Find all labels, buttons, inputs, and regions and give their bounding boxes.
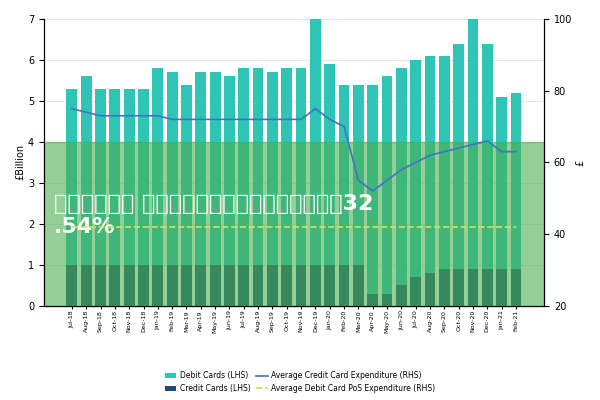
Bar: [296, 68, 307, 265]
Bar: [339, 84, 349, 265]
Y-axis label: £: £: [575, 159, 585, 166]
Bar: [396, 68, 407, 285]
Bar: [152, 68, 163, 265]
Bar: [425, 273, 436, 306]
Bar: [138, 265, 149, 306]
Bar: [81, 265, 92, 306]
Bar: [124, 265, 134, 306]
Bar: [382, 76, 392, 294]
Bar: [67, 265, 77, 306]
Legend: Debit Cards (LHS), Credit Cards (LHS), Average Credit Card Expenditure (RHS), Av: Debit Cards (LHS), Credit Cards (LHS), A…: [162, 368, 438, 396]
Bar: [325, 265, 335, 306]
Bar: [181, 84, 192, 265]
Bar: [210, 265, 221, 306]
Bar: [210, 72, 221, 265]
Bar: [267, 265, 278, 306]
Bar: [454, 44, 464, 269]
Bar: [224, 265, 235, 306]
Bar: [138, 89, 149, 265]
Bar: [281, 265, 292, 306]
Bar: [296, 265, 307, 306]
Bar: [382, 294, 392, 306]
Bar: [467, 269, 478, 306]
FancyBboxPatch shape: [44, 142, 544, 306]
Bar: [95, 265, 106, 306]
Bar: [467, 3, 478, 269]
Bar: [367, 294, 378, 306]
Bar: [152, 265, 163, 306]
Bar: [367, 84, 378, 294]
Bar: [454, 269, 464, 306]
Bar: [511, 93, 521, 269]
Bar: [496, 269, 507, 306]
Bar: [95, 89, 106, 265]
Bar: [109, 89, 120, 265]
Bar: [396, 285, 407, 306]
Bar: [224, 76, 235, 265]
Bar: [325, 64, 335, 265]
Bar: [425, 56, 436, 273]
Bar: [310, 265, 321, 306]
Bar: [181, 265, 192, 306]
Bar: [496, 97, 507, 269]
Bar: [439, 269, 450, 306]
Bar: [267, 72, 278, 265]
Bar: [67, 89, 77, 265]
Bar: [253, 265, 263, 306]
Bar: [109, 265, 120, 306]
Bar: [238, 265, 249, 306]
Bar: [196, 72, 206, 265]
Bar: [310, 19, 321, 265]
Bar: [339, 265, 349, 306]
Text: 哪里可以配资 金石资源：上半年净利润同比增长32
.54%: 哪里可以配资 金石资源：上半年净利润同比增长32 .54%: [54, 194, 373, 237]
Bar: [196, 265, 206, 306]
Bar: [253, 68, 263, 265]
Bar: [482, 269, 493, 306]
Bar: [410, 60, 421, 277]
Bar: [81, 76, 92, 265]
Bar: [482, 44, 493, 269]
Bar: [167, 265, 178, 306]
Bar: [124, 89, 134, 265]
Bar: [439, 56, 450, 269]
Bar: [511, 269, 521, 306]
Bar: [281, 68, 292, 265]
Bar: [167, 72, 178, 265]
Bar: [410, 277, 421, 306]
Bar: [353, 265, 364, 306]
Bar: [353, 84, 364, 265]
Bar: [238, 68, 249, 265]
Y-axis label: £Billion: £Billion: [15, 144, 25, 180]
